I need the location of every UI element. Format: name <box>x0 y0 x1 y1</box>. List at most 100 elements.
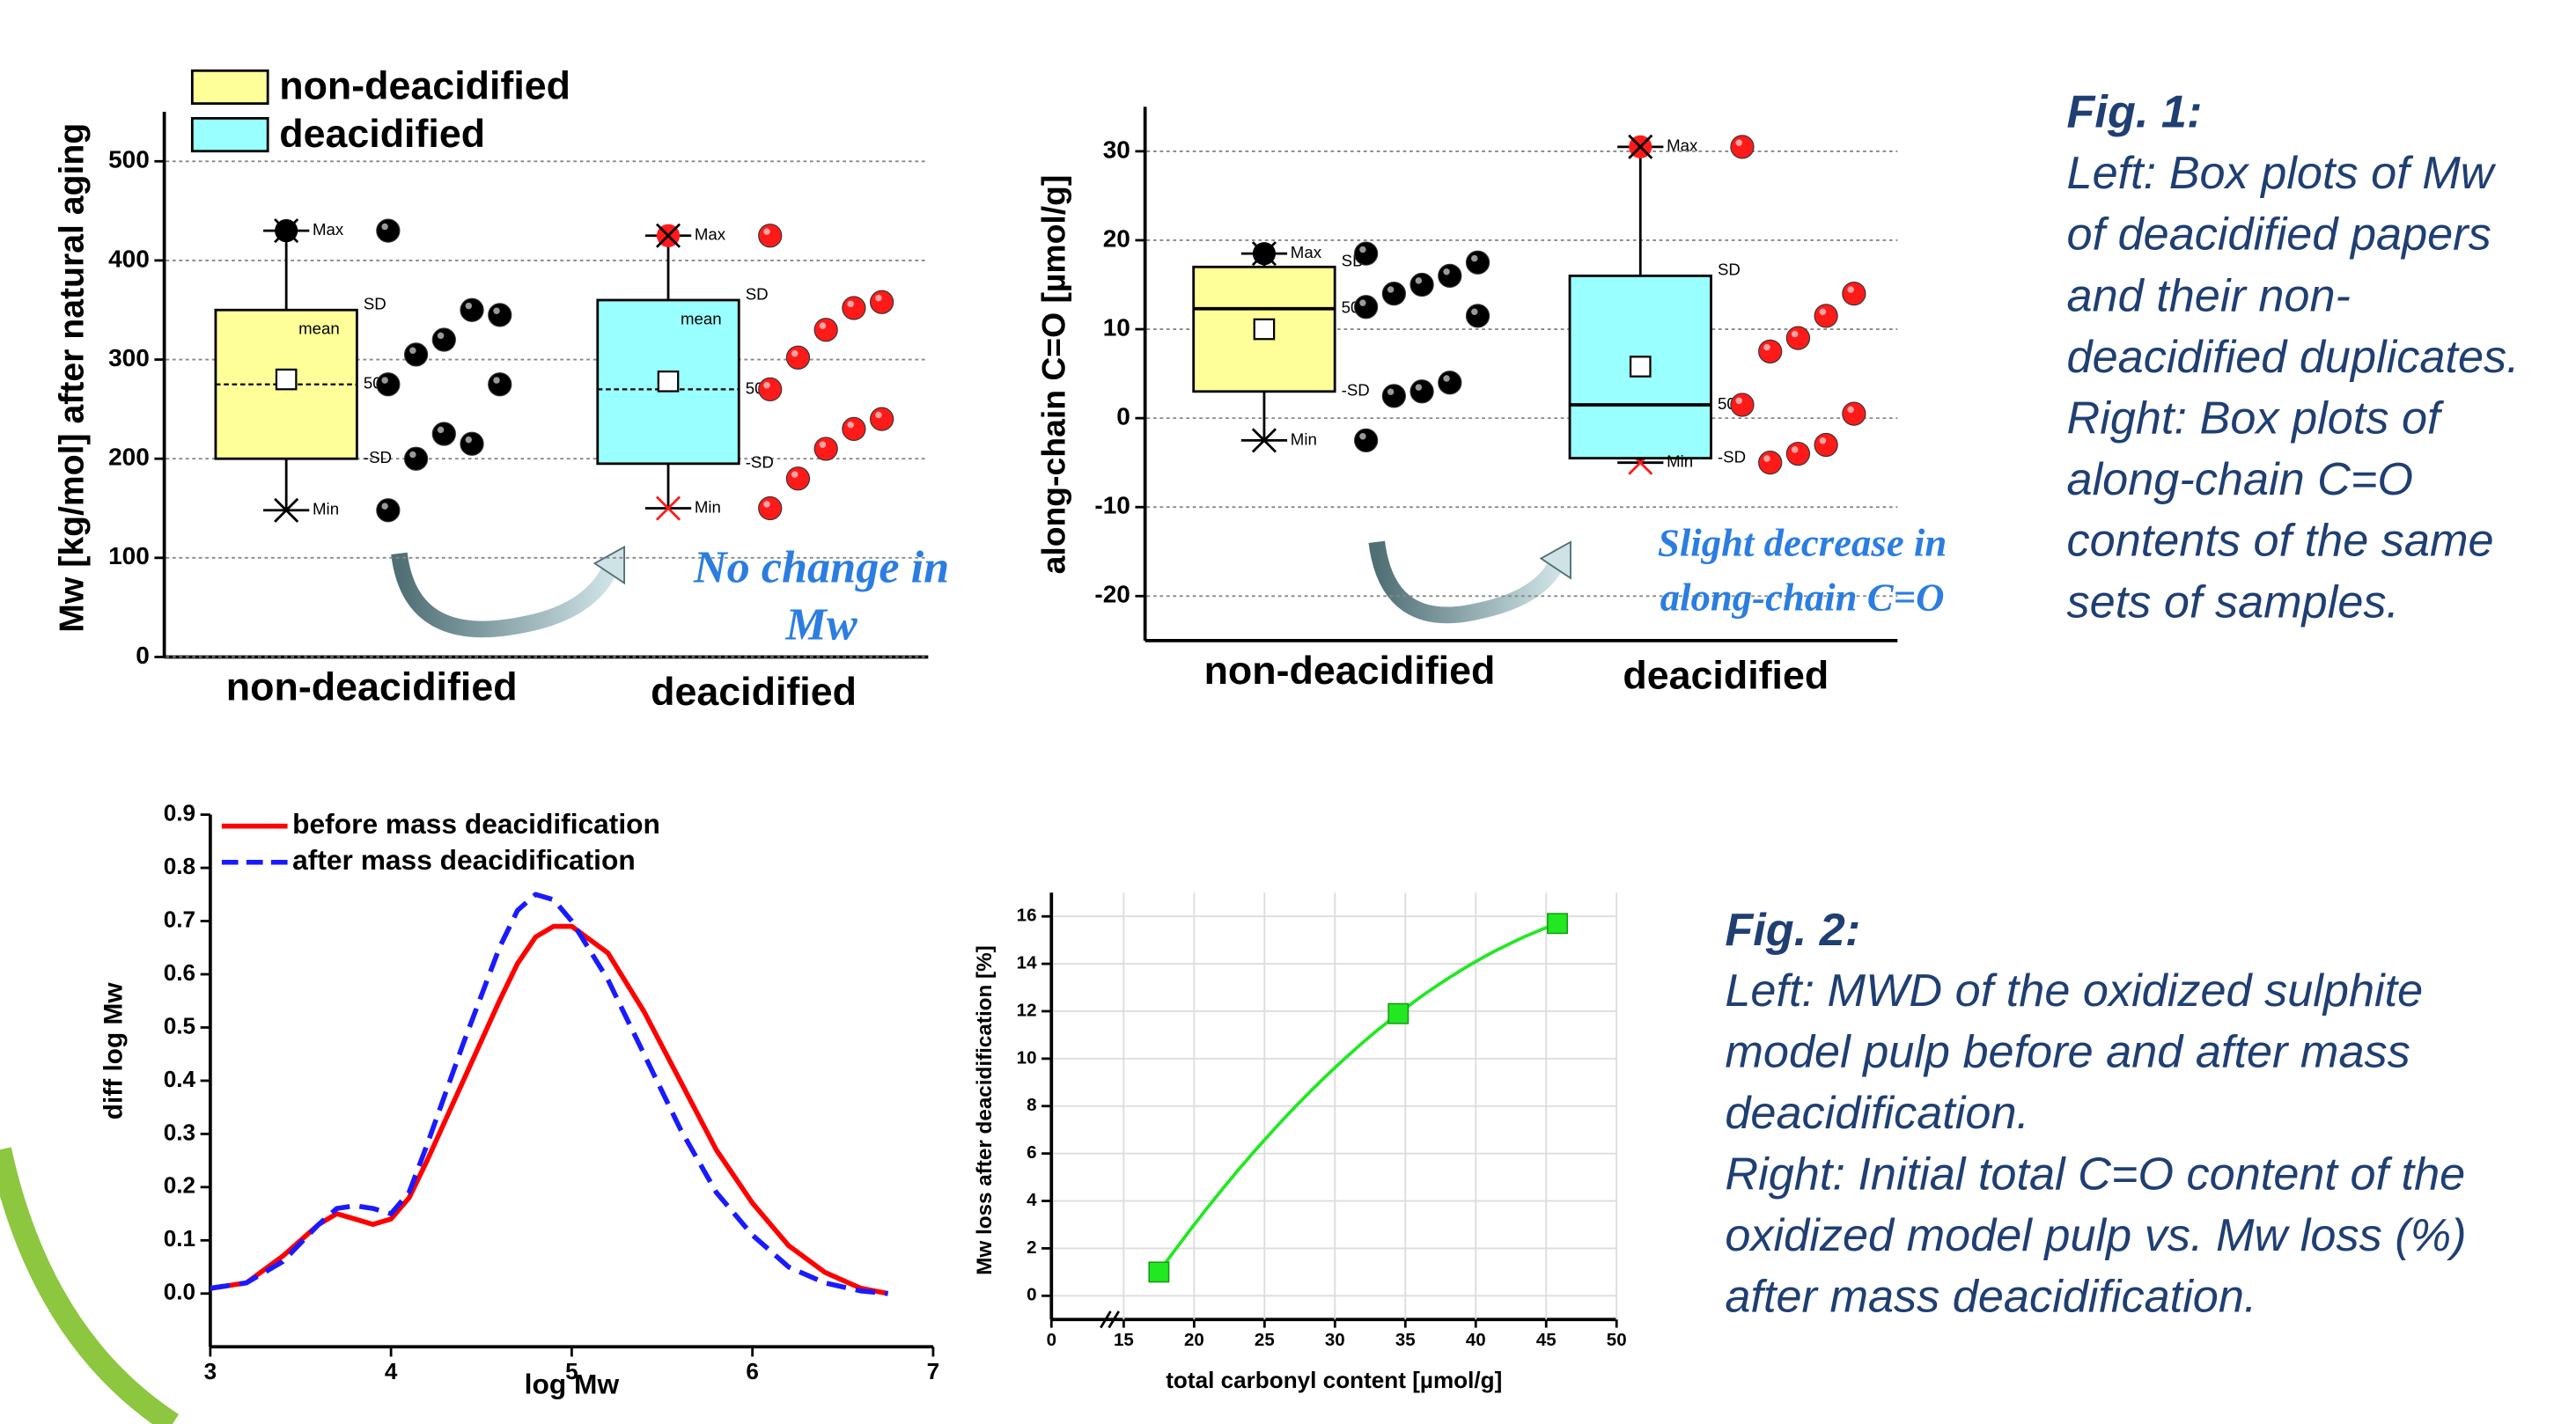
box-label: Min <box>1667 452 1693 471</box>
caption-heading: Fig. 2: <box>1725 905 1860 956</box>
data-point <box>813 437 838 461</box>
box-label: Max <box>695 225 726 244</box>
caption-heading: Fig. 1: <box>2067 86 2203 137</box>
y-tick-label: 0 <box>136 642 150 669</box>
x-tick-label: 5 <box>565 1358 578 1384</box>
y-tick-label: 12 <box>1017 1000 1037 1020</box>
x-axis-title: total carbonyl content [µmol/g] <box>1166 1367 1502 1393</box>
point-highlight <box>1471 308 1478 315</box>
box-label: -SD <box>1718 448 1746 466</box>
legend-label: non-deacidified <box>279 64 570 108</box>
category-label: non-deacidified <box>1204 649 1496 693</box>
point-highlight <box>1359 299 1366 306</box>
legend-label: after mass deacidification <box>292 844 636 876</box>
data-point <box>1387 1002 1409 1024</box>
point-highlight <box>1763 455 1770 462</box>
box-label: -SD <box>364 448 392 466</box>
point-highlight <box>1359 246 1366 253</box>
box-label: -SD <box>746 453 774 472</box>
box-label: Min <box>1291 429 1317 448</box>
min-cross <box>274 497 299 523</box>
data-point <box>1814 304 1838 328</box>
point-highlight <box>381 377 388 384</box>
data-point <box>1465 250 1490 275</box>
category-label: deacidified <box>651 670 857 714</box>
caption-line: along-chain C=O <box>2067 454 2414 505</box>
arrow-head <box>592 545 626 585</box>
point-highlight <box>875 294 882 302</box>
y-tick-label: 0.2 <box>164 1172 195 1199</box>
point-highlight <box>1847 406 1854 414</box>
annotation: Slight decrease in <box>1658 521 1947 565</box>
caption-line: of deacidified papers <box>2067 209 2491 261</box>
y-tick-label: 0 <box>1027 1285 1036 1305</box>
box-label: Min <box>695 497 721 516</box>
data-point <box>1381 281 1406 306</box>
legend-swatch <box>190 69 269 106</box>
data-point <box>376 498 401 523</box>
y-tick-label: 0.0 <box>164 1279 195 1305</box>
data-point <box>1465 304 1490 328</box>
x-tick-label: 20 <box>1184 1330 1204 1350</box>
data-point <box>376 218 401 243</box>
data-point <box>431 422 456 446</box>
y-tick-label: 2 <box>1027 1237 1036 1258</box>
max-cross <box>1628 134 1653 159</box>
box-label: -SD <box>1342 381 1370 400</box>
y-tick-label: 0.7 <box>164 906 195 932</box>
data-point <box>758 377 783 401</box>
data-point <box>1758 451 1783 475</box>
axis-break <box>1100 1310 1120 1329</box>
caption-line: Left: MWD of the oxidized sulphite <box>1725 965 2423 1017</box>
data-point <box>403 342 429 367</box>
point-highlight <box>1471 254 1478 262</box>
x-tick-label: 45 <box>1536 1330 1557 1350</box>
data-point <box>758 224 783 248</box>
data-point <box>376 372 401 397</box>
y-axis-title: diff log Mw <box>99 982 129 1120</box>
point-highlight <box>847 422 854 429</box>
data-point <box>431 327 456 352</box>
x-tick-label: 7 <box>927 1358 940 1384</box>
point-highlight <box>819 322 827 329</box>
point-highlight <box>381 223 388 231</box>
y-tick-label: 0.6 <box>164 959 195 986</box>
mean-marker <box>1629 356 1652 378</box>
y-tick-label: 10 <box>1017 1047 1037 1068</box>
y-tick-label: 10 <box>1103 313 1130 341</box>
data-point <box>460 297 484 322</box>
point-highlight <box>409 347 416 354</box>
legend-swatch <box>190 117 269 153</box>
point-highlight <box>1415 277 1423 284</box>
x-tick-label: 35 <box>1395 1330 1416 1350</box>
y-tick-label: 16 <box>1017 906 1037 926</box>
point-highlight <box>1387 286 1395 293</box>
y-tick-label: 6 <box>1027 1142 1036 1163</box>
data-point <box>785 345 811 370</box>
x-tick-label: 6 <box>746 1358 759 1384</box>
caption-line: oxidized model pulp vs. Mw loss (%) <box>1725 1210 2466 1261</box>
data-point <box>403 446 429 471</box>
point-highlight <box>465 436 473 444</box>
data-point <box>1814 432 1838 458</box>
y-tick-label: 0.9 <box>164 800 195 826</box>
caption-line: model pulp before and after mass <box>1725 1027 2410 1078</box>
y-tick-label: 0.1 <box>164 1225 195 1252</box>
y-tick-label: 4 <box>1027 1190 1037 1210</box>
legend-label: before mass deacidification <box>292 808 660 840</box>
data-point <box>842 296 866 320</box>
data-point <box>1785 326 1811 350</box>
y-tick-label: 0.4 <box>164 1066 196 1092</box>
point-highlight <box>437 426 445 434</box>
y-tick-label: 14 <box>1017 953 1037 973</box>
mean-marker <box>275 368 298 391</box>
caption-line: sets of samples. <box>2067 576 2400 628</box>
y-tick-label: 500 <box>108 146 150 173</box>
y-tick-label: 0.3 <box>164 1119 195 1145</box>
y-tick-label: 0.8 <box>164 853 195 879</box>
data-point <box>785 466 811 491</box>
trend-line <box>1157 921 1558 1274</box>
point-highlight <box>381 503 388 510</box>
box-label: mean <box>298 319 340 338</box>
